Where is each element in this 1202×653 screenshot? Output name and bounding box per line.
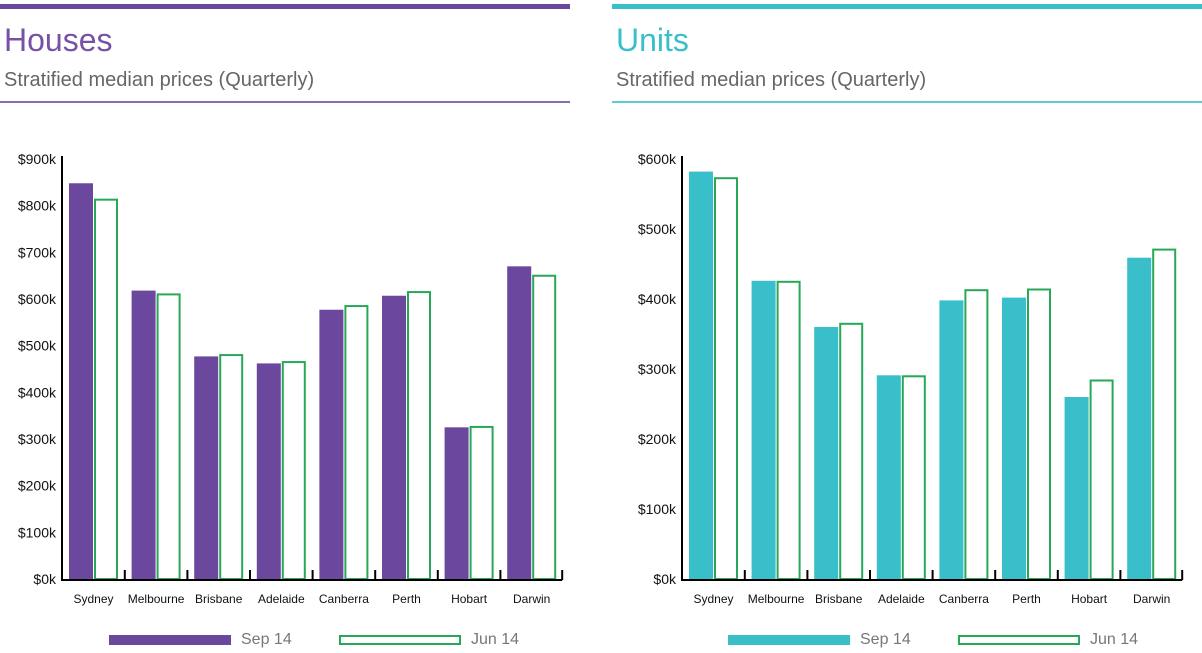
houses-bar-chart: $0k $100k $200k $300k $400k $500k $600k $700k $8… xyxy=(18,151,564,606)
houses-bar-jun-perth xyxy=(407,291,431,580)
units-legend-jun: Jun 14 xyxy=(958,631,1138,649)
units-y-tick-label: $600k xyxy=(638,151,677,167)
units-y-tick-label: $0k xyxy=(653,571,677,587)
houses-bar-jun-hobart xyxy=(469,425,494,580)
houses-x-tick-label: Perth xyxy=(392,592,421,606)
units-x-tick-label: Hobart xyxy=(1071,592,1108,606)
houses-y-tick-label: $700k xyxy=(18,244,57,260)
houses-x-tick-label: Brisbane xyxy=(195,592,243,606)
houses-x-tick-label: Melbourne xyxy=(128,592,185,606)
houses-legend: Sep 14 Jun 14 xyxy=(0,631,570,653)
houses-bar-jun-brisbane xyxy=(219,354,244,581)
houses-y-tick-label: $200k xyxy=(18,478,57,494)
houses-y-tick-label: $100k xyxy=(18,524,57,540)
houses-x-tick-label: Adelaide xyxy=(258,592,305,606)
units-x-tick-label: Brisbane xyxy=(815,592,863,606)
units-bar-sep-sydney xyxy=(689,171,713,579)
units-x-tick-label: Canberra xyxy=(939,592,989,606)
houses-subtitle: Stratified median prices (Quarterly) xyxy=(4,69,315,91)
houses-legend-jun: Jun 14 xyxy=(339,631,519,649)
houses-bar-sep-melbourne xyxy=(131,290,156,579)
units-bar-sep-melbourne xyxy=(751,280,776,579)
houses-y-tick-label: $800k xyxy=(18,198,57,214)
houses-y-tick-label: $0k xyxy=(33,571,57,587)
houses-y-tick-label: $900k xyxy=(18,151,57,167)
houses-x-tick-label: Canberra xyxy=(319,592,369,606)
units-x-tick-label: Melbourne xyxy=(748,592,805,606)
houses-x-tick-label: Sydney xyxy=(73,592,113,606)
units-bar-jun-adelaide xyxy=(901,375,926,580)
houses-bar-sep-perth xyxy=(382,295,406,579)
units-bar-sep-perth xyxy=(1002,297,1026,579)
houses-legend-jun-swatch xyxy=(339,635,461,645)
units-bar-sep-hobart xyxy=(1064,397,1089,579)
houses-bar-sep-darwin xyxy=(507,266,532,579)
houses-bar-sep-adelaide xyxy=(256,363,281,579)
units-x-tick-label: Darwin xyxy=(1133,592,1170,606)
units-bar-jun-canberra xyxy=(964,289,989,580)
houses-bar-sep-canberra xyxy=(319,309,344,579)
units-legend-sep-swatch xyxy=(728,635,850,645)
units-title: Units xyxy=(616,22,689,58)
houses-x-tick-label: Darwin xyxy=(513,592,550,606)
units-bar-sep-brisbane xyxy=(814,327,839,579)
units-bar-sep-canberra xyxy=(939,300,964,579)
units-bar-jun-darwin xyxy=(1152,248,1177,580)
houses-bar-jun-sydney xyxy=(94,198,118,581)
houses-top-bar xyxy=(0,4,570,9)
units-subtitle: Stratified median prices (Quarterly) xyxy=(616,69,927,91)
houses-title: Houses xyxy=(4,22,113,58)
houses-bar-jun-darwin xyxy=(532,274,557,580)
units-legend-jun-swatch xyxy=(958,635,1080,645)
houses-panel: Houses Stratified median prices (Quarter… xyxy=(0,0,570,653)
units-x-tick-label: Adelaide xyxy=(878,592,925,606)
houses-bar-sep-brisbane xyxy=(194,356,219,579)
units-bar-jun-hobart xyxy=(1089,379,1114,580)
units-top-bar xyxy=(612,4,1202,9)
units-legend-sep-label: Sep 14 xyxy=(860,631,911,648)
units-legend: Sep 14 Jun 14 xyxy=(612,631,1202,653)
units-subtitle-divider xyxy=(612,101,1202,103)
units-bar-chart: $0k $100k $200k $300k $400k $500k $600k Sydney M… xyxy=(638,151,1184,606)
houses-bar-sep-sydney xyxy=(69,183,93,579)
houses-legend-sep-swatch xyxy=(109,635,231,645)
units-panel: Units Stratified median prices (Quarterl… xyxy=(612,0,1202,653)
units-y-tick-label: $200k xyxy=(638,431,677,447)
units-x-tick-label: Sydney xyxy=(693,592,733,606)
units-bar-jun-brisbane xyxy=(839,322,864,580)
houses-bar-jun-adelaide xyxy=(281,361,306,581)
houses-y-tick-label: $500k xyxy=(18,338,57,354)
houses-bar-jun-canberra xyxy=(344,305,369,580)
houses-subtitle-divider xyxy=(0,101,570,103)
units-legend-jun-label: Jun 14 xyxy=(1090,631,1139,648)
units-legend-sep: Sep 14 xyxy=(728,631,911,649)
units-y-tick-label: $400k xyxy=(638,291,677,307)
houses-bar-jun-melbourne xyxy=(156,293,181,580)
units-y-tick-label: $300k xyxy=(638,361,677,377)
units-y-tick-label: $100k xyxy=(638,501,677,517)
units-bar-sep-adelaide xyxy=(876,375,901,579)
houses-y-tick-label: $400k xyxy=(18,384,57,400)
houses-legend-sep: Sep 14 xyxy=(109,631,292,649)
houses-bar-sep-hobart xyxy=(444,427,469,579)
houses-x-tick-label: Hobart xyxy=(451,592,488,606)
houses-y-tick-label: $300k xyxy=(18,431,57,447)
units-bar-jun-melbourne xyxy=(776,280,801,580)
units-bar-jun-sydney xyxy=(714,177,738,580)
units-y-tick-label: $500k xyxy=(638,221,677,237)
houses-legend-jun-label: Jun 14 xyxy=(471,631,520,648)
units-bar-sep-darwin xyxy=(1127,257,1152,579)
houses-y-tick-label: $600k xyxy=(18,291,57,307)
houses-legend-sep-label: Sep 14 xyxy=(241,631,292,648)
units-x-tick-label: Perth xyxy=(1012,592,1041,606)
units-bar-jun-perth xyxy=(1027,288,1051,580)
